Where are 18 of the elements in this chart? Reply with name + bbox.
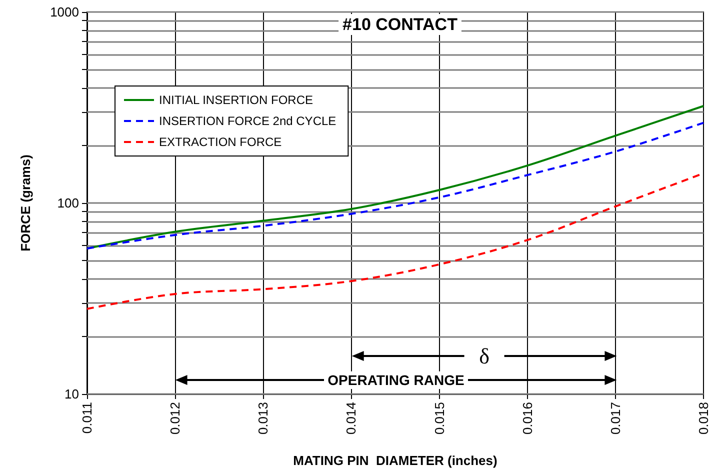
annotation: δ xyxy=(479,344,490,368)
legend-label: INITIAL INSERTION FORCE xyxy=(159,93,314,107)
x-tick-label: 0.018 xyxy=(696,402,710,435)
y-axis-title: FORCE (grams) xyxy=(18,154,33,252)
x-tick-label: 0.017 xyxy=(608,402,623,435)
y-tick-label: 1000 xyxy=(50,4,79,20)
legend-label: EXTRACTION FORCE xyxy=(159,135,282,149)
chart-title: #10 CONTACT xyxy=(342,15,458,34)
legend-label: INSERTION FORCE 2nd CYCLE xyxy=(159,114,336,128)
x-tick-label: 0.014 xyxy=(344,402,359,435)
x-axis-title: MATING PIN DIAMETER (inches) xyxy=(293,453,498,468)
x-tick-label: 0.016 xyxy=(520,402,535,435)
x-tick-label: 0.012 xyxy=(168,402,183,435)
x-tick-label: 0.013 xyxy=(256,402,271,435)
y-tick-label: 100 xyxy=(57,196,79,210)
x-tick-label: 0.011 xyxy=(80,402,94,434)
x-tick-label: 0.015 xyxy=(432,402,447,435)
y-tick-label: 10 xyxy=(64,386,79,402)
